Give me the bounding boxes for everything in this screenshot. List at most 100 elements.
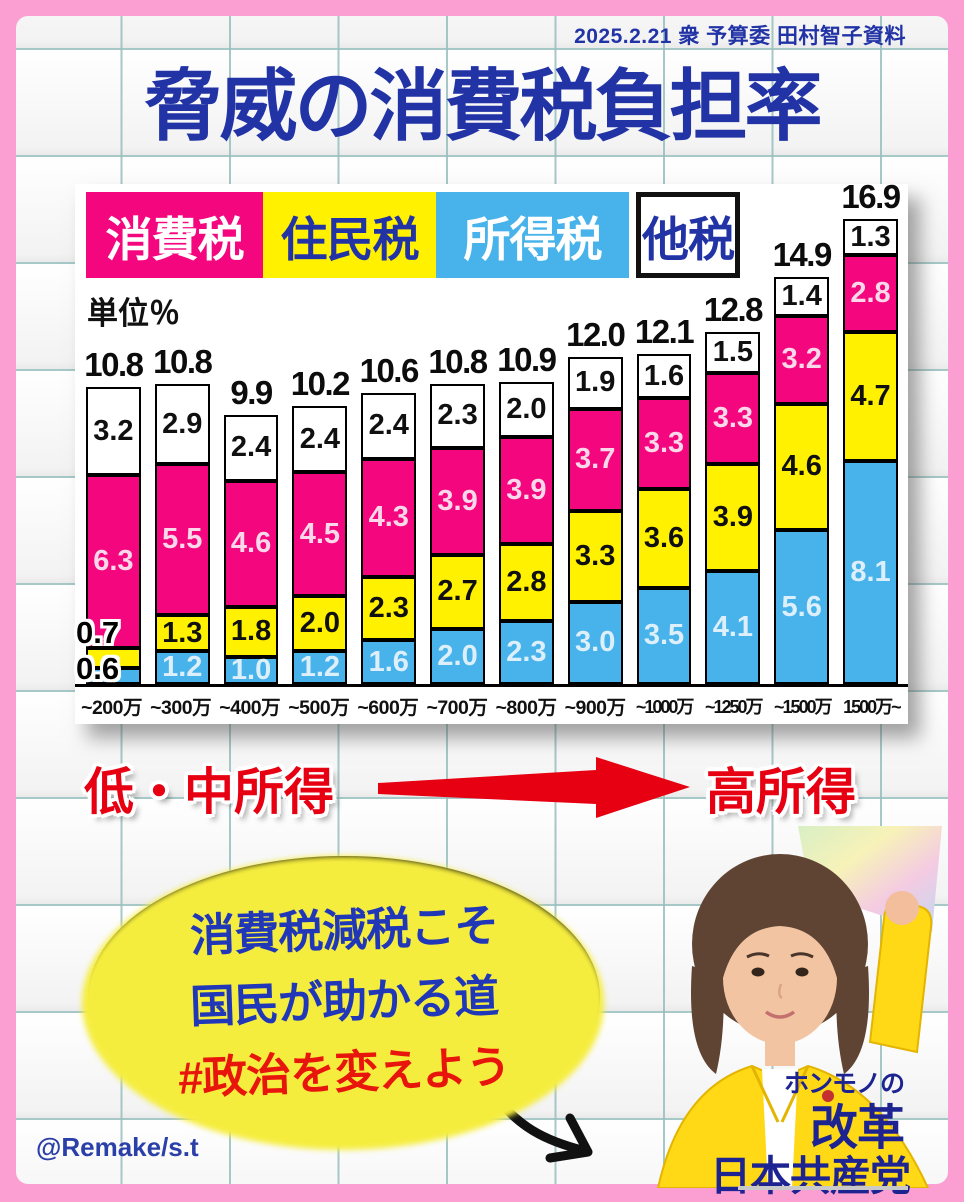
segment-label-outside: 0.6 [76, 651, 120, 686]
person-photo-tamura-tomoko: ホンモノの 改革 日本共産党 [630, 826, 948, 1199]
segment-所得税: 3.5 [636, 587, 692, 684]
total-label: 16.9 [841, 178, 901, 216]
x-label-~300万: ~300万 [150, 697, 212, 719]
bar-~200万: 3.2 6.3 0.6 0.7 10.8 [76, 346, 144, 684]
segment-住民税: 3.3 [567, 510, 623, 602]
segment-住民税: 2.3 [361, 576, 417, 640]
legend-item-他税: 他税 [636, 192, 740, 278]
segment-住民税: 2.7 [430, 554, 485, 629]
x-label-~400万: ~400万 [219, 697, 281, 719]
segment-住民税: 4.7 [843, 332, 898, 462]
bar-~300万: 2.9 5.5 1.3 1.2 10.8 [153, 343, 213, 684]
x-label-~1000万: ~1000万 [635, 696, 695, 717]
segment-所得税: 5.6 [774, 530, 830, 684]
segment-他税: 2.0 [498, 381, 554, 437]
segment-所得税: 2.3 [498, 620, 554, 684]
total-label: 12.0 [566, 315, 626, 353]
segment-他税: 3.2 [86, 387, 141, 475]
x-label-~700万: ~700万 [426, 697, 488, 719]
segment-消費税: 4.3 [361, 458, 417, 577]
total-label: 9.9 [230, 373, 273, 411]
bar-~900万: 1.9 3.7 3.3 3.0 12.0 [566, 316, 626, 684]
x-label-~800万: ~800万 [495, 697, 557, 719]
total-label: 10.8 [428, 343, 488, 381]
red-arrow-icon [378, 757, 690, 818]
segment-消費税: 6.3 [86, 475, 141, 649]
x-label-~1250万: ~1250万 [704, 696, 764, 717]
segment-消費税: 4.6 [223, 480, 279, 607]
legend-item-住民税: 住民税 [263, 192, 436, 278]
slogan-main: 改革 [809, 1102, 905, 1155]
bars: 3.2 6.3 0.6 0.7 10.8 2.9 5.5 1.3 1.2 10.8 2.4 4.6 1.… [76, 178, 901, 684]
bubble-line-3: #政治を変えよう [177, 1040, 511, 1104]
flow-right-label: 高所得 [706, 764, 856, 820]
segment-住民税: 4.6 [774, 403, 830, 530]
segment-所得税: 1.2 [292, 651, 348, 684]
segment-消費税: 2.8 [843, 255, 898, 332]
segment-所得税: 1.2 [154, 651, 210, 684]
slogan-top: ホンモノの [783, 1070, 905, 1098]
segment-他税: 1.5 [705, 332, 761, 374]
total-label: 12.1 [634, 313, 695, 350]
segment-住民税: 1.8 [223, 607, 279, 657]
total-label: 10.8 [153, 343, 213, 381]
shirt [762, 1069, 798, 1188]
bar-~800万: 2.0 3.9 2.8 2.3 10.9 [497, 341, 557, 684]
red-badge [822, 1090, 834, 1102]
bubble-line-1: 消費税減税こそ [189, 899, 499, 961]
total-label: 14.9 [772, 236, 833, 273]
segment-住民税: 3.6 [636, 488, 692, 588]
bar-~400万: 2.4 4.6 1.8 1.0 9.9 [223, 374, 279, 684]
segment-他税: 2.4 [223, 414, 279, 481]
bar-~500万: 2.4 4.5 2.0 1.2 10.2 [291, 365, 351, 684]
segment-所得税: 8.1 [843, 461, 898, 684]
total-label: 10.9 [497, 340, 557, 378]
segment-消費税: 3.2 [774, 315, 830, 404]
segment-消費税: 3.9 [498, 436, 554, 544]
segment-所得税: 4.1 [705, 571, 761, 684]
hand [885, 891, 919, 925]
x-label-~200万: ~200万 [81, 697, 142, 719]
segment-他税: 1.6 [636, 354, 692, 398]
segment-消費税: 3.9 [430, 447, 485, 555]
segment-他税: 1.3 [843, 219, 898, 255]
segment-所得税: 1.6 [361, 640, 417, 684]
segment-所得税: 3.0 [567, 601, 623, 684]
x-label-~900万: ~900万 [564, 697, 626, 719]
page-title: 脅威の消費税負担率 [144, 62, 822, 150]
bar-~1250万: 1.5 3.3 3.9 4.1 12.8 [704, 291, 763, 684]
segment-他税: 2.9 [154, 384, 210, 464]
x-label-~1500万: ~1500万 [774, 696, 833, 717]
segment-住民税: 3.9 [705, 464, 761, 572]
x-label-~500万: ~500万 [288, 697, 350, 719]
total-label: 12.8 [703, 291, 764, 328]
person-illustration [656, 826, 942, 1188]
flow-left-label: 低・中所得 [84, 764, 334, 820]
total-label: 10.6 [359, 351, 420, 389]
speech-bubble: 消費税減税こそ 国民が助かる道 #政治を変えよう [88, 856, 600, 1138]
segment-所得税 [86, 667, 141, 684]
x-axis: ~200万 ~300万 ~400万 ~500万 ~600万 ~700万 ~800万 ~900万… [75, 684, 908, 724]
segment-他税: 2.4 [292, 406, 348, 473]
legend-item-消費税: 消費税 [86, 192, 263, 278]
total-label: 10.8 [84, 346, 144, 383]
segment-住民税: 1.3 [154, 615, 210, 651]
bar-~700万: 2.3 3.9 2.7 2.0 10.8 [428, 343, 488, 684]
party-name: 日本共産党 [710, 1153, 911, 1199]
segment-消費税: 3.7 [567, 409, 623, 511]
unit-label: 単位％ [87, 296, 180, 331]
segment-他税: 1.9 [567, 356, 623, 409]
bar-~1000万: 1.6 3.3 3.6 3.5 12.1 [635, 313, 695, 684]
segment-消費税: 4.5 [292, 472, 348, 596]
segment-他税: 1.4 [774, 277, 830, 316]
segment-label-outside: 0.7 [76, 615, 120, 650]
segment-消費税: 3.3 [705, 373, 761, 464]
bar-1500万~: 1.3 2.8 4.7 8.1 16.9 [841, 178, 901, 684]
bar-~600万: 2.4 4.3 2.3 1.6 10.6 [360, 352, 419, 684]
chart-panel: 消費税 住民税 所得税 他税 単位％ 3.2 6.3 0.6 0.7 10.8 2.9 5.5 1.… [75, 178, 908, 724]
chart-legend: 消費税 住民税 所得税 他税 [86, 192, 740, 278]
bubble-line-2: 国民が助かる道 [189, 970, 499, 1032]
segment-他税: 2.4 [361, 392, 417, 459]
segment-所得税: 2.0 [430, 629, 485, 684]
